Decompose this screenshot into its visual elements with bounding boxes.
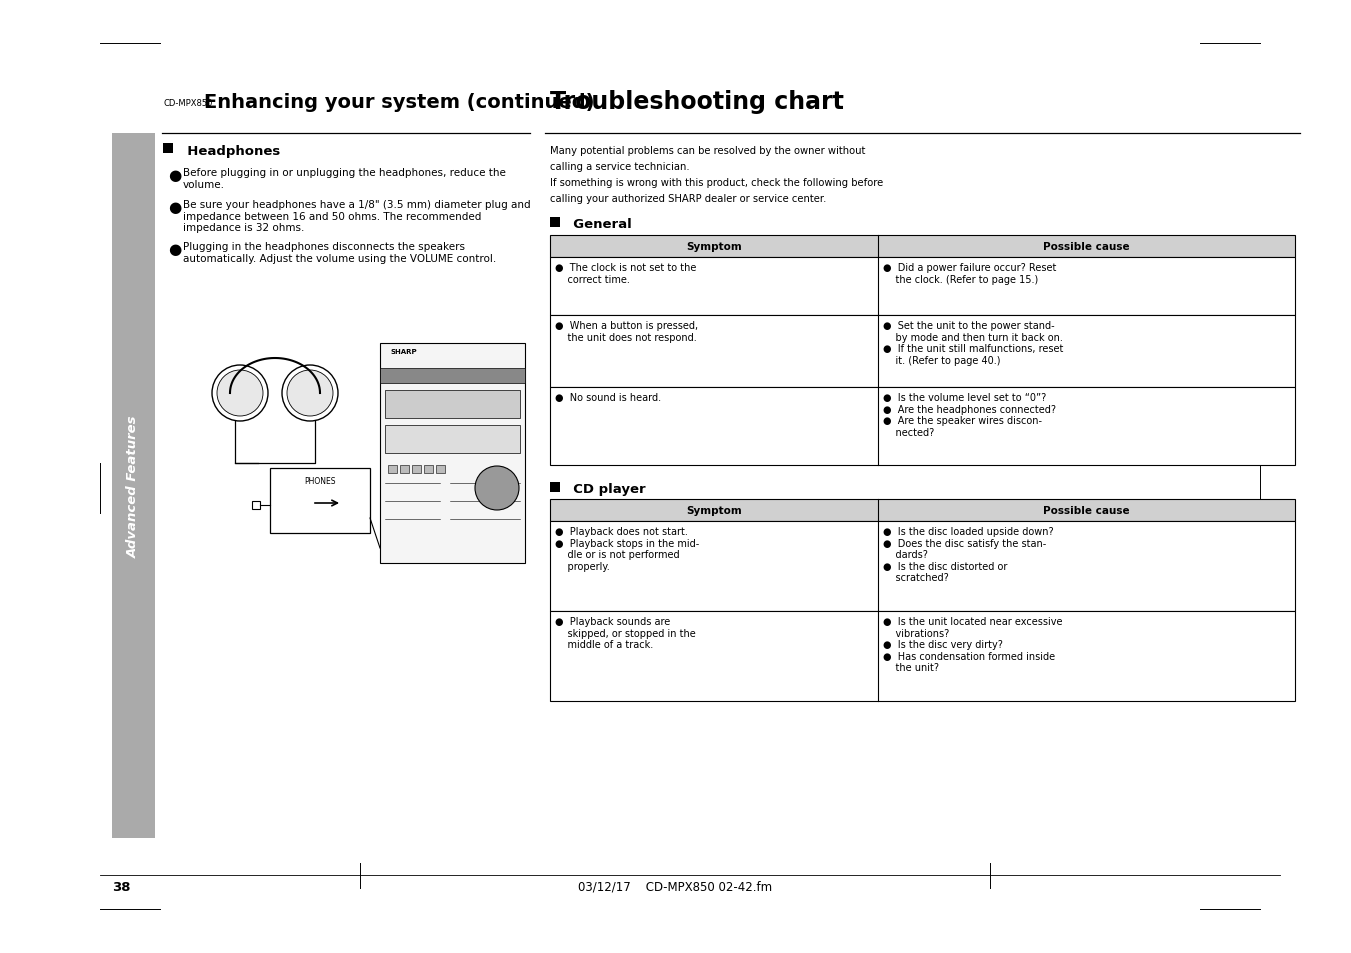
Text: Possible cause: Possible cause: [1043, 242, 1129, 252]
Bar: [385, 391, 520, 418]
Text: ●  When a button is pressed,
    the unit does not respond.: ● When a button is pressed, the unit doe…: [555, 320, 698, 342]
Bar: [550, 257, 1296, 315]
Text: calling your authorized SHARP dealer or service center.: calling your authorized SHARP dealer or …: [550, 193, 827, 204]
Bar: [412, 465, 422, 474]
Text: Headphones: Headphones: [178, 145, 280, 158]
Bar: [112, 133, 155, 838]
Text: ●: ●: [168, 168, 181, 183]
Bar: [436, 465, 444, 474]
Bar: [550, 499, 1296, 521]
Text: Many potential problems can be resolved by the owner without: Many potential problems can be resolved …: [550, 146, 866, 156]
Text: calling a service technician.: calling a service technician.: [550, 162, 689, 172]
Bar: [550, 235, 1296, 257]
Bar: [388, 465, 397, 474]
Text: Possible cause: Possible cause: [1043, 505, 1129, 516]
Text: Advanced Features: Advanced Features: [127, 415, 141, 558]
Text: ●  Set the unit to the power stand-
    by mode and then turn it back on.
●  If : ● Set the unit to the power stand- by mo…: [882, 320, 1063, 365]
Text: Enhancing your system (continued): Enhancing your system (continued): [204, 92, 594, 112]
Bar: [424, 465, 434, 474]
Bar: [385, 426, 520, 454]
Text: Before plugging in or unplugging the headphones, reduce the
volume.: Before plugging in or unplugging the hea…: [182, 168, 505, 190]
Bar: [400, 465, 409, 474]
Circle shape: [394, 529, 405, 538]
Text: CD player: CD player: [563, 482, 646, 496]
Text: ●: ●: [168, 200, 181, 214]
Circle shape: [218, 371, 263, 416]
Text: If something is wrong with this product, check the following before: If something is wrong with this product,…: [550, 178, 884, 188]
Bar: [253, 501, 259, 510]
Bar: [270, 469, 370, 534]
Text: ●  Playback sounds are
    skipped, or stopped in the
    middle of a track.: ● Playback sounds are skipped, or stoppe…: [555, 617, 696, 650]
Circle shape: [476, 467, 519, 511]
Text: SHARP: SHARP: [390, 349, 416, 355]
Bar: [550, 482, 561, 493]
Text: 03/12/17    CD-MPX850 02-42.fm: 03/12/17 CD-MPX850 02-42.fm: [578, 880, 771, 893]
Text: Symptom: Symptom: [686, 242, 742, 252]
Circle shape: [413, 529, 423, 538]
Text: ●  Playback does not start.
●  Playback stops in the mid-
    dle or is not perf: ● Playback does not start. ● Playback st…: [555, 526, 700, 571]
Text: CD-MPX850: CD-MPX850: [163, 99, 212, 109]
Bar: [380, 344, 526, 563]
Bar: [550, 218, 561, 228]
Text: ●  The clock is not set to the
    correct time.: ● The clock is not set to the correct ti…: [555, 263, 696, 284]
Circle shape: [286, 371, 332, 416]
Bar: [163, 144, 173, 153]
Text: ●  Is the disc loaded upside down?
●  Does the disc satisfy the stan-
    dards?: ● Is the disc loaded upside down? ● Does…: [882, 526, 1054, 583]
Text: ●: ●: [168, 242, 181, 256]
Text: Symptom: Symptom: [686, 505, 742, 516]
Text: ●  Did a power failure occur? Reset
    the clock. (Refer to page 15.): ● Did a power failure occur? Reset the c…: [882, 263, 1056, 284]
Text: Plugging in the headphones disconnects the speakers
automatically. Adjust the vo: Plugging in the headphones disconnects t…: [182, 242, 496, 263]
Text: Be sure your headphones have a 1/8" (3.5 mm) diameter plug and
impedance between: Be sure your headphones have a 1/8" (3.5…: [182, 200, 531, 233]
Text: ●  No sound is heard.: ● No sound is heard.: [555, 393, 661, 402]
Circle shape: [431, 529, 440, 538]
Text: 38: 38: [112, 880, 131, 893]
Bar: [550, 315, 1296, 388]
Bar: [550, 612, 1296, 701]
Text: PHONES: PHONES: [304, 476, 336, 485]
Text: Troubleshooting chart: Troubleshooting chart: [550, 90, 844, 113]
Bar: [550, 388, 1296, 465]
Text: ●  Is the unit located near excessive
    vibrations?
●  Is the disc very dirty?: ● Is the unit located near excessive vib…: [882, 617, 1062, 673]
Bar: [380, 369, 526, 384]
Text: ●  Is the volume level set to “0”?
●  Are the headphones connected?
●  Are the s: ● Is the volume level set to “0”? ● Are …: [882, 393, 1055, 437]
Bar: [550, 521, 1296, 612]
Text: General: General: [563, 218, 632, 231]
